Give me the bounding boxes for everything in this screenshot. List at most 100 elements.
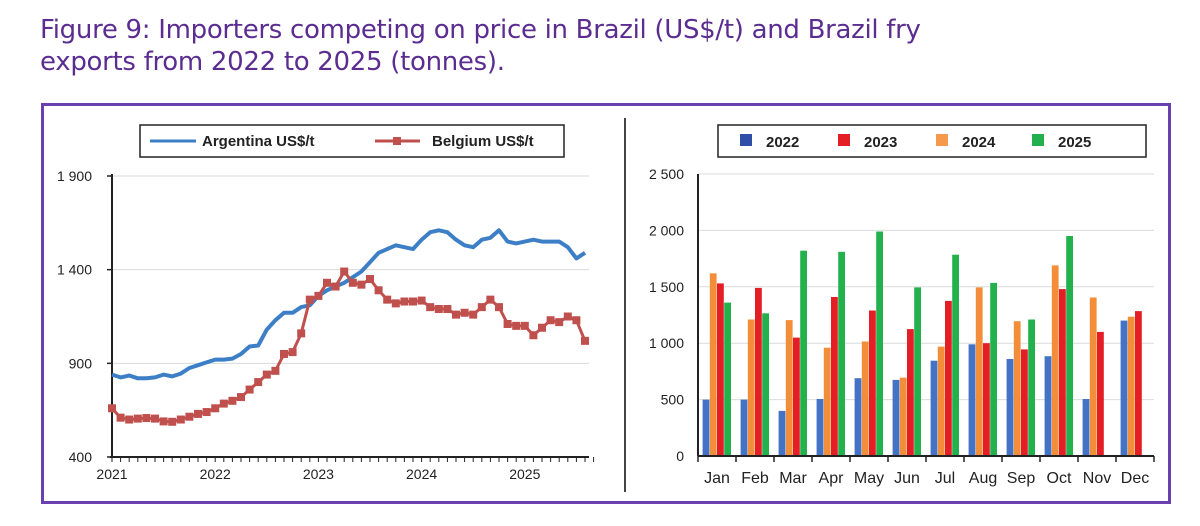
bar-group-jan <box>702 273 731 456</box>
data-point <box>469 310 478 319</box>
data-point <box>486 295 495 304</box>
bar-2022 <box>1082 399 1090 456</box>
legend-label-2024: 2024 <box>962 134 996 151</box>
bar-2024 <box>1013 321 1021 456</box>
line-chart-x-axis: 2021 2022 2023 2024 2025 <box>96 456 595 482</box>
bar-group-dec <box>1120 311 1142 456</box>
line-chart: 1 900 1 400 900 400 2021 2022 2023 2024 2025 Ar… <box>57 124 595 482</box>
x-tick-label: Mar <box>779 470 807 487</box>
x-tick-label: May <box>854 470 884 487</box>
legend-swatch-2022 <box>740 134 752 146</box>
data-point <box>159 417 168 426</box>
y-tick-label: 1 900 <box>57 168 92 184</box>
x-tick-label: Aug <box>969 470 997 487</box>
bar-2023 <box>945 300 952 456</box>
x-tick-label: Jun <box>894 470 920 487</box>
bar-group-jun <box>892 287 921 456</box>
data-point <box>219 399 228 408</box>
bar-2024 <box>709 273 717 456</box>
data-point <box>202 408 211 417</box>
data-point <box>211 404 220 413</box>
data-point <box>288 348 297 357</box>
data-point <box>323 278 331 287</box>
data-point <box>434 305 443 314</box>
bar-group-oct <box>1044 236 1073 456</box>
bar-2024 <box>1127 316 1135 456</box>
bar-2024 <box>1089 297 1097 456</box>
bar-2025 <box>914 287 921 456</box>
data-point <box>374 286 383 295</box>
data-point <box>262 370 271 379</box>
data-point <box>417 296 426 305</box>
bar-2024 <box>823 347 831 456</box>
bar-chart-bars <box>702 231 1142 456</box>
bar-2025 <box>724 302 731 456</box>
bar-group-apr <box>816 251 845 456</box>
data-point <box>426 303 435 312</box>
bar-2025 <box>876 231 883 456</box>
data-point <box>254 378 263 387</box>
data-point <box>477 303 486 312</box>
data-point <box>520 321 529 330</box>
bar-2022 <box>1044 356 1052 456</box>
bar-2025 <box>1066 236 1073 456</box>
data-point <box>108 404 116 413</box>
data-point <box>538 323 546 332</box>
line-chart-legend: Argentina US$/t Belgium US$/t <box>139 124 565 158</box>
legend-label-2022: 2022 <box>766 134 799 151</box>
data-point <box>331 282 340 291</box>
data-point <box>357 280 366 289</box>
bar-2023 <box>1135 311 1142 456</box>
data-point <box>383 295 392 304</box>
y-tick-label: 0 <box>676 448 684 464</box>
bar-2023 <box>869 310 876 456</box>
legend-marker-belgium <box>393 137 401 145</box>
legend-swatch-2024 <box>936 134 948 146</box>
bar-2024 <box>975 287 983 456</box>
line-chart-series <box>108 228 589 426</box>
y-tick-label: 1 000 <box>649 335 684 351</box>
bar-chart-legend: 2022 2023 2024 2025 <box>717 124 1147 158</box>
figure-frame <box>41 103 1171 504</box>
bar-2025 <box>762 313 769 456</box>
y-tick-label: 1 500 <box>649 279 684 295</box>
data-point <box>271 366 280 375</box>
data-point <box>280 349 288 358</box>
bar-2022 <box>968 344 976 456</box>
bar-2023 <box>793 337 800 456</box>
bar-group-jul <box>930 254 959 456</box>
data-point <box>563 312 572 321</box>
data-point <box>348 278 357 287</box>
data-point <box>133 414 142 423</box>
y-tick-label: 900 <box>69 355 93 371</box>
bar-group-sep <box>1006 319 1035 456</box>
line-chart-y-axis: 1 900 1 400 900 400 <box>57 168 113 465</box>
data-point <box>142 414 151 423</box>
bar-2023 <box>755 287 762 456</box>
figure-title-line-2: exports from 2022 to 2025 (tonnes). <box>40 47 505 77</box>
legend-label-2023: 2023 <box>864 134 897 151</box>
bar-2024 <box>861 341 869 456</box>
bar-2024 <box>785 320 793 456</box>
series-belgium <box>108 267 589 426</box>
y-tick-label: 500 <box>661 392 685 408</box>
data-point <box>555 318 564 327</box>
x-tick-label: Oct <box>1047 470 1072 487</box>
bar-2023 <box>1097 331 1104 456</box>
bar-2025 <box>952 254 959 456</box>
legend-label-argentina: Argentina US$/t <box>202 133 315 150</box>
x-tick-label: 2021 <box>96 466 127 482</box>
bar-2025 <box>800 250 807 456</box>
legend-swatch-2023 <box>838 134 850 146</box>
x-tick-label: Sep <box>1007 470 1036 487</box>
figure-title: Figure 9: Importers competing on price i… <box>40 14 1180 78</box>
x-tick-label: Feb <box>741 470 769 487</box>
bar-2022 <box>816 399 824 456</box>
bar-2022 <box>778 410 786 456</box>
data-point <box>185 412 194 421</box>
bar-2022 <box>740 399 748 456</box>
y-tick-label: 2 500 <box>649 166 684 182</box>
bar-2024 <box>937 346 945 456</box>
data-point <box>245 385 254 394</box>
data-point <box>297 329 306 338</box>
